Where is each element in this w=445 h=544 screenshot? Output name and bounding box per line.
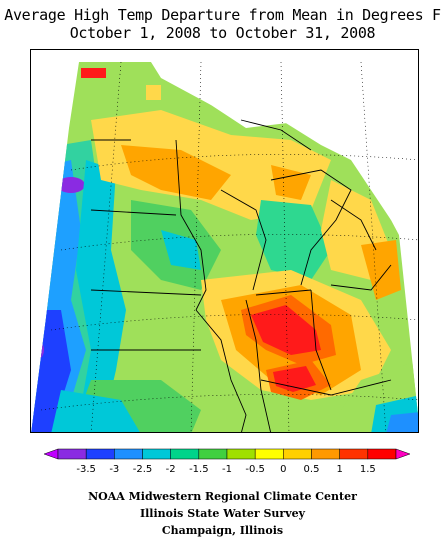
scale-label: -1.5 [189, 464, 209, 475]
scale-label: -1 [222, 464, 232, 475]
scale-label: 1 [336, 464, 342, 475]
scale-swatch [339, 448, 369, 460]
color-scale-bars [44, 448, 410, 460]
unmapped-region [106, 62, 418, 230]
scale-swatch [85, 448, 115, 460]
map-title-line2: October 1, 2008 to October 31, 2008 [69, 24, 376, 42]
scale-label: -0.5 [245, 464, 265, 475]
scale-swatch [283, 448, 312, 460]
scale-swatch [226, 448, 256, 460]
scale-swatch [142, 448, 171, 460]
scale-label: 0.5 [304, 464, 320, 475]
scale-arrow-low [44, 448, 59, 460]
scale-swatch [114, 448, 143, 460]
temperature-departure-map [30, 49, 419, 433]
scale-label: 1.5 [360, 464, 376, 475]
map-title-line1: Average High Temp Departure from Mean in… [4, 6, 441, 24]
map-canvas [31, 61, 418, 432]
scale-swatch [367, 448, 397, 460]
scale-label: -3.5 [76, 464, 96, 475]
credit-location: Champaign, Illinois [161, 524, 284, 537]
scale-label: -2.5 [133, 464, 153, 475]
credit-survey: Illinois State Water Survey [139, 507, 306, 520]
scale-swatch [254, 448, 284, 460]
scale-swatch [57, 448, 87, 460]
scale-arrow-high [395, 448, 410, 460]
color-scale-labels: -3.5 -3 -2.5 -2 -1.5 -1 -0.5 0 0.5 1 1.5 [76, 464, 375, 475]
scale-label: 0 [280, 464, 286, 475]
color-scale-legend: -3.5 -3 -2.5 -2 -1.5 -1 -0.5 0 0.5 1 1.5 [44, 448, 410, 475]
scale-label: -2 [166, 464, 176, 475]
scale-swatch [311, 448, 340, 460]
state-boundaries [90, 119, 392, 432]
scale-swatch [198, 448, 228, 460]
credit-organization: NOAA Midwestern Regional Climate Center [88, 490, 357, 503]
scale-label: -3 [109, 464, 119, 475]
graticule [40, 61, 418, 432]
scale-swatch [170, 448, 200, 460]
